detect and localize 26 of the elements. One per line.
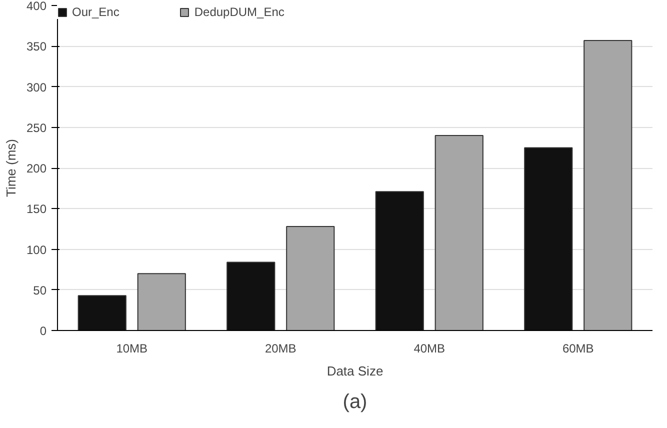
x-tick-label: 60MB xyxy=(562,342,594,356)
y-tick-label: 50 xyxy=(33,283,47,298)
x-axis-title: Data Size xyxy=(326,364,384,378)
y-tick-label: 200 xyxy=(26,162,47,176)
text: (a) xyxy=(342,391,368,413)
y-tick-label: 300 xyxy=(26,80,47,94)
y-tick-label: 400 xyxy=(26,0,47,13)
legend-label: Our_Enc xyxy=(72,5,120,19)
bar xyxy=(524,147,573,330)
y-axis-title: Time (ms) xyxy=(3,138,18,197)
x-tick-label: 40MB xyxy=(414,342,446,356)
bar xyxy=(584,40,632,330)
x-tick-label: 10MB xyxy=(116,342,148,356)
bar xyxy=(137,273,186,330)
y-tick-label: 0 xyxy=(40,324,47,338)
bar xyxy=(78,295,126,330)
bar xyxy=(434,135,484,330)
y-tick-label: 250 xyxy=(26,120,47,135)
y-tick-label: 100 xyxy=(26,242,47,257)
bar xyxy=(375,191,424,330)
legend-label: DedupDUM_Enc xyxy=(194,5,284,19)
bar xyxy=(286,226,335,330)
x-tick-label: 20MB xyxy=(264,342,296,356)
y-tick-label: 150 xyxy=(26,202,47,216)
y-tick-label: 350 xyxy=(26,40,47,54)
bar xyxy=(226,262,276,330)
